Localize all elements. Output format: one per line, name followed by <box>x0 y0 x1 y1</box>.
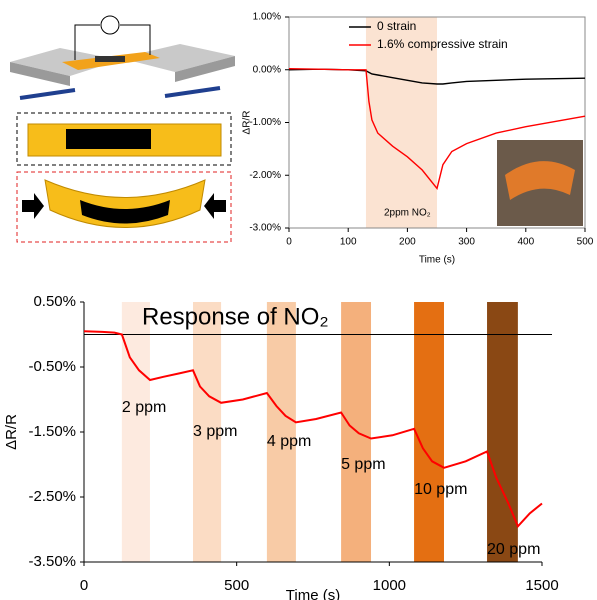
shade-band <box>414 302 444 562</box>
x-tick-label: 100 <box>340 237 357 248</box>
shade-band <box>122 302 150 562</box>
x-tick-label: 1500 <box>525 577 558 594</box>
y-tick-label: -1.50% <box>28 423 76 440</box>
sensor-film <box>95 56 125 62</box>
x-tick-label: 0 <box>286 237 292 248</box>
legend-label: 1.6% compressive strain <box>377 37 508 51</box>
data-line <box>84 331 542 526</box>
y-axis-label: ΔR/R <box>3 414 20 450</box>
y-tick-label: -2.50% <box>28 488 76 505</box>
x-tick-label: 400 <box>517 237 534 248</box>
y-tick-label: -1.00% <box>249 117 281 128</box>
legend-label: 0 strain <box>377 19 416 33</box>
arrow <box>22 193 44 219</box>
meter <box>101 16 119 34</box>
y-tick-label: 1.00% <box>253 12 281 23</box>
band-label: 10 ppm <box>414 481 467 498</box>
x-tick-label: 0 <box>80 577 88 594</box>
y-tick-label: -0.50% <box>28 358 76 375</box>
band-label: 2 ppm <box>122 399 166 416</box>
shade-band <box>267 302 296 562</box>
band-label: 20 ppm <box>487 541 540 558</box>
y-tick-label: -3.50% <box>28 553 76 570</box>
chart-title: Response of NO₂ <box>142 303 329 330</box>
y-tick-label: -2.00% <box>249 170 281 181</box>
band-label: 2ppm NO₂ <box>384 208 431 219</box>
x-tick-label: 1000 <box>373 577 406 594</box>
x-tick-label: 500 <box>224 577 249 594</box>
arrow <box>204 193 226 219</box>
arrow <box>20 90 75 98</box>
y-axis-label: ΔR/R <box>242 111 253 135</box>
band-label: 3 ppm <box>193 423 237 440</box>
schematic <box>10 16 235 242</box>
x-tick-label: 300 <box>458 237 475 248</box>
figure: 2ppm NO₂ 1.00% 0.00% -1.00% -2.00% -3.00% 0 100… <box>0 0 597 600</box>
x-tick-label: 200 <box>399 237 416 248</box>
y-tick-label: 0.00% <box>253 64 281 75</box>
y-tick-label: 0.50% <box>33 293 76 310</box>
shade-band <box>487 302 518 562</box>
arrow <box>165 88 220 96</box>
flat-film <box>66 129 151 149</box>
band-label: 5 ppm <box>341 456 385 473</box>
x-tick-label: 500 <box>577 237 594 248</box>
x-axis-label: Time (s) <box>286 587 340 600</box>
band-label: 4 ppm <box>267 433 311 450</box>
y-tick-label: -3.00% <box>249 223 281 234</box>
x-axis-label: Time (s) <box>419 255 455 266</box>
